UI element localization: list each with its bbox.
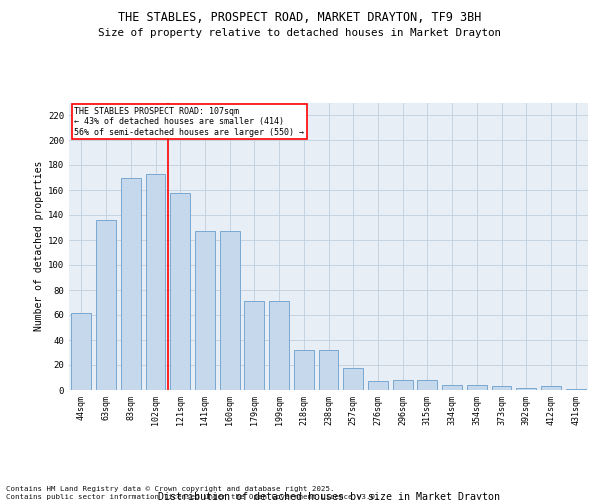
Bar [195,231,215,390]
Bar [442,385,462,390]
Text: Contains HM Land Registry data © Crown copyright and database right 2025.
Contai: Contains HM Land Registry data © Crown c… [6,486,380,500]
Bar [220,231,239,390]
Bar [170,192,190,390]
Bar [566,389,586,390]
Bar [121,178,140,390]
Text: THE STABLES PROSPECT ROAD: 107sqm
← 43% of detached houses are smaller (414)
56%: THE STABLES PROSPECT ROAD: 107sqm ← 43% … [74,107,304,136]
Bar [294,350,314,390]
Y-axis label: Number of detached properties: Number of detached properties [34,161,44,332]
Bar [467,385,487,390]
Bar [343,368,363,390]
X-axis label: Distribution of detached houses by size in Market Drayton: Distribution of detached houses by size … [157,492,499,500]
Bar [319,350,338,390]
Bar [368,381,388,390]
Bar [96,220,116,390]
Bar [491,386,511,390]
Bar [71,312,91,390]
Bar [393,380,413,390]
Bar [269,301,289,390]
Bar [418,380,437,390]
Bar [146,174,166,390]
Text: THE STABLES, PROSPECT ROAD, MARKET DRAYTON, TF9 3BH: THE STABLES, PROSPECT ROAD, MARKET DRAYT… [118,11,482,24]
Bar [517,388,536,390]
Bar [541,386,561,390]
Bar [244,301,264,390]
Text: Size of property relative to detached houses in Market Drayton: Size of property relative to detached ho… [98,28,502,38]
